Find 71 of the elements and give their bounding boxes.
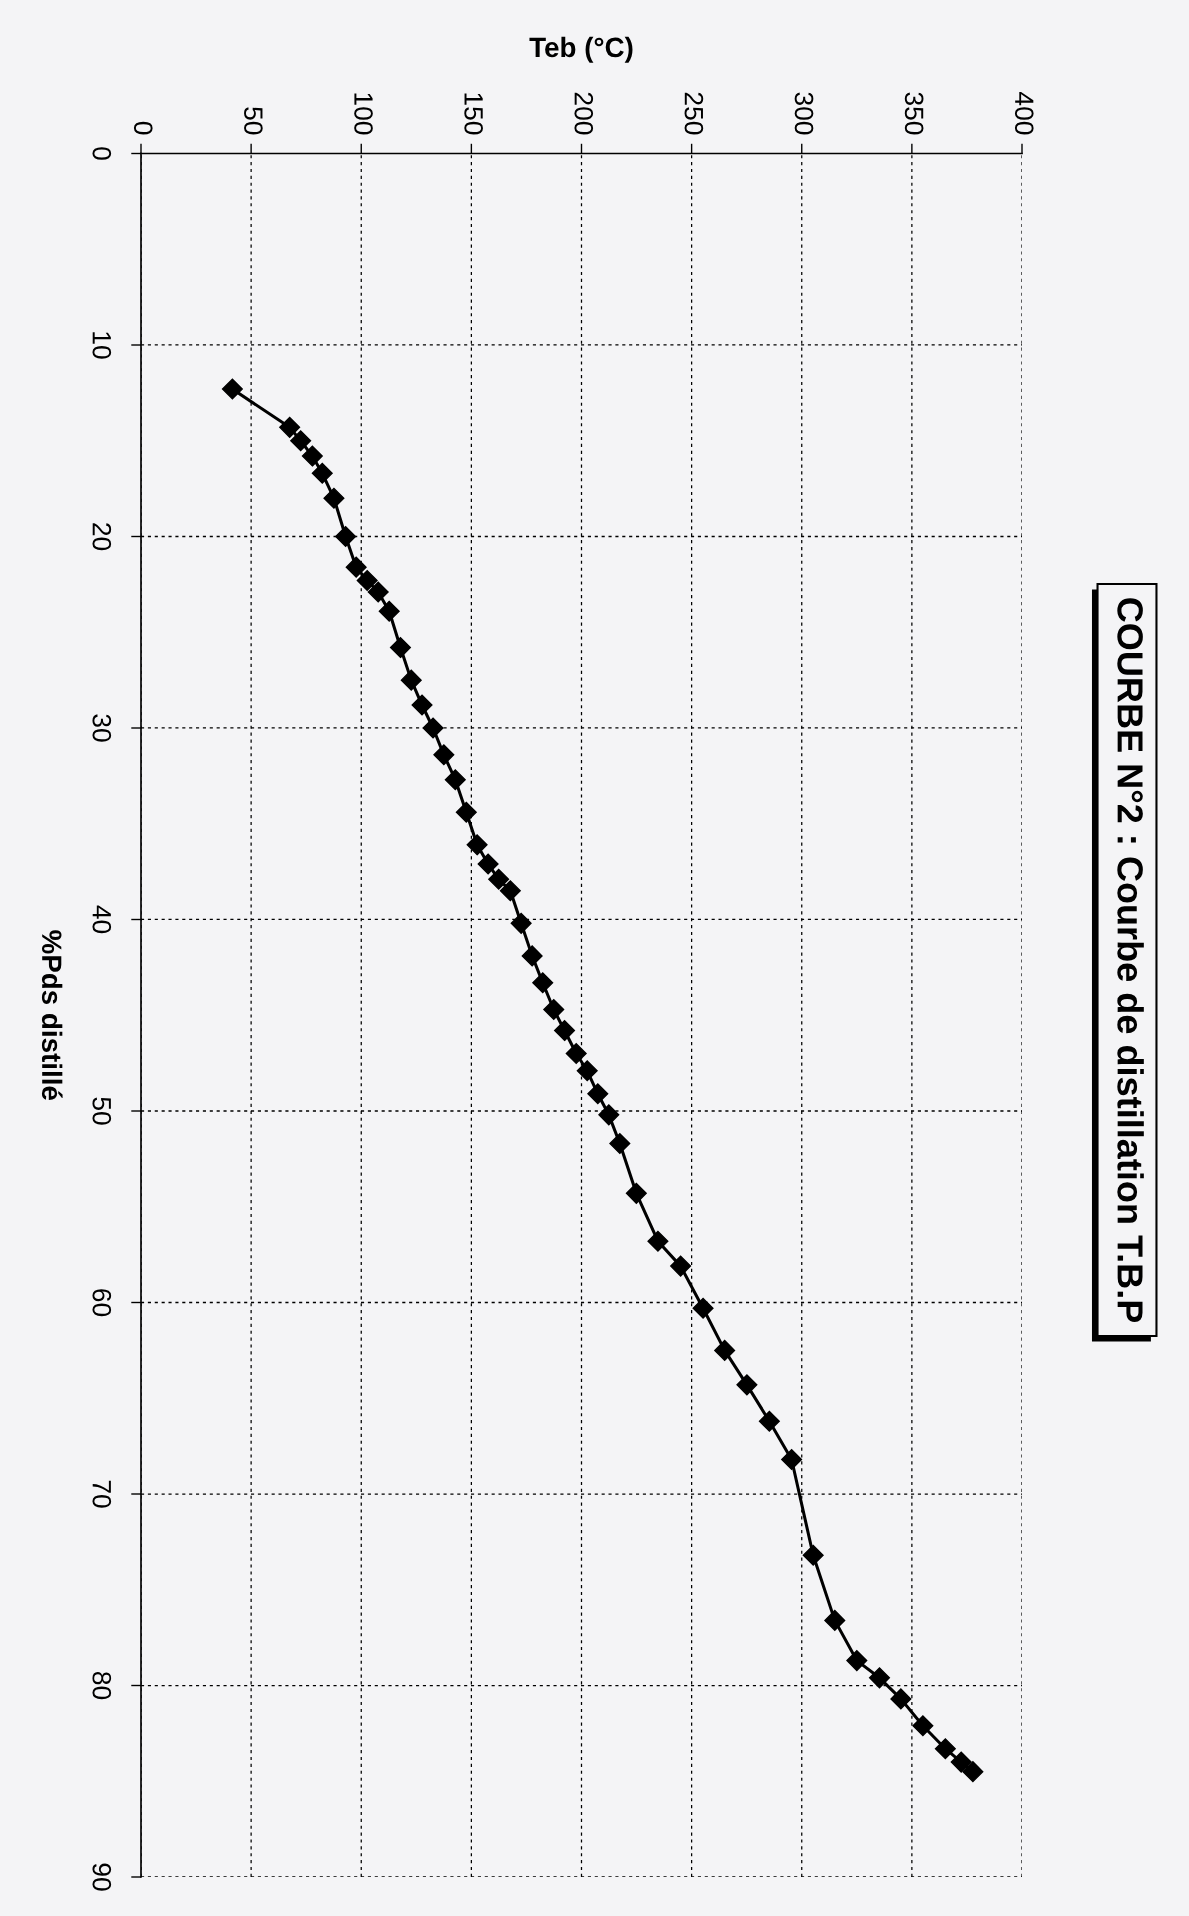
point [510, 912, 532, 934]
point [422, 717, 444, 739]
point [532, 972, 554, 994]
point [367, 581, 389, 603]
point [521, 945, 543, 967]
point [565, 1043, 587, 1065]
point [389, 637, 411, 659]
point [824, 1609, 846, 1631]
point [335, 525, 357, 548]
point [477, 853, 499, 875]
y-tick-label: 90 [92, 1863, 112, 1891]
point [444, 769, 466, 791]
point [647, 1230, 669, 1252]
point [868, 1667, 891, 1689]
point [736, 1374, 758, 1396]
point [378, 600, 400, 622]
point [356, 570, 378, 592]
x-tick-label: 200 [574, 92, 594, 135]
point [455, 801, 477, 823]
y-tick-label: 30 [92, 714, 112, 742]
x-tick-label: 250 [684, 92, 704, 135]
point [279, 416, 301, 438]
point [781, 1449, 803, 1471]
x-tick-label: 0 [133, 121, 153, 135]
x-tick-label: 300 [794, 92, 814, 135]
y-tick-label: 20 [92, 523, 112, 551]
x-tick-label: 150 [464, 93, 483, 135]
point [950, 1751, 972, 1773]
point [802, 1544, 824, 1566]
point [758, 1410, 780, 1432]
point [846, 1650, 868, 1672]
y-tick-label: 60 [92, 1289, 112, 1317]
point [625, 1182, 647, 1204]
x-tick-label: 350 [904, 92, 924, 135]
point [543, 998, 565, 1021]
point [934, 1738, 956, 1760]
x-tick-label: 50 [244, 107, 263, 135]
point [962, 1761, 984, 1783]
point [890, 1688, 912, 1710]
x-tick-label: 100 [354, 93, 373, 135]
point [301, 445, 323, 467]
y-tick-label: 10 [92, 332, 112, 359]
point [311, 462, 333, 484]
y-tick-label: 40 [92, 905, 112, 934]
point [345, 556, 367, 578]
point [670, 1255, 692, 1277]
point [466, 834, 488, 856]
point [433, 744, 455, 766]
point [692, 1297, 714, 1319]
x-axis-title: Teb (°C) [529, 36, 633, 63]
point [609, 1133, 631, 1155]
y-tick-label: 80 [92, 1671, 112, 1700]
y-axis-title: %Pds distillé [41, 930, 63, 1100]
y-tick-label: 50 [92, 1097, 112, 1125]
point [554, 1020, 576, 1042]
point [576, 1060, 598, 1082]
point [221, 378, 243, 400]
point [323, 487, 345, 509]
y-tick-label: 0 [92, 147, 112, 160]
point [400, 669, 422, 691]
text: COURBE N°2 : Courbe de distillation T.B.P [1117, 598, 1144, 1323]
point [411, 694, 433, 716]
y-tick-label: 70 [92, 1480, 112, 1508]
point [499, 880, 521, 902]
point [714, 1339, 736, 1361]
point [290, 430, 312, 452]
point [488, 868, 510, 890]
point [598, 1104, 620, 1126]
x-tick-label: 400 [1014, 92, 1034, 135]
point [912, 1715, 934, 1737]
point [587, 1083, 609, 1105]
